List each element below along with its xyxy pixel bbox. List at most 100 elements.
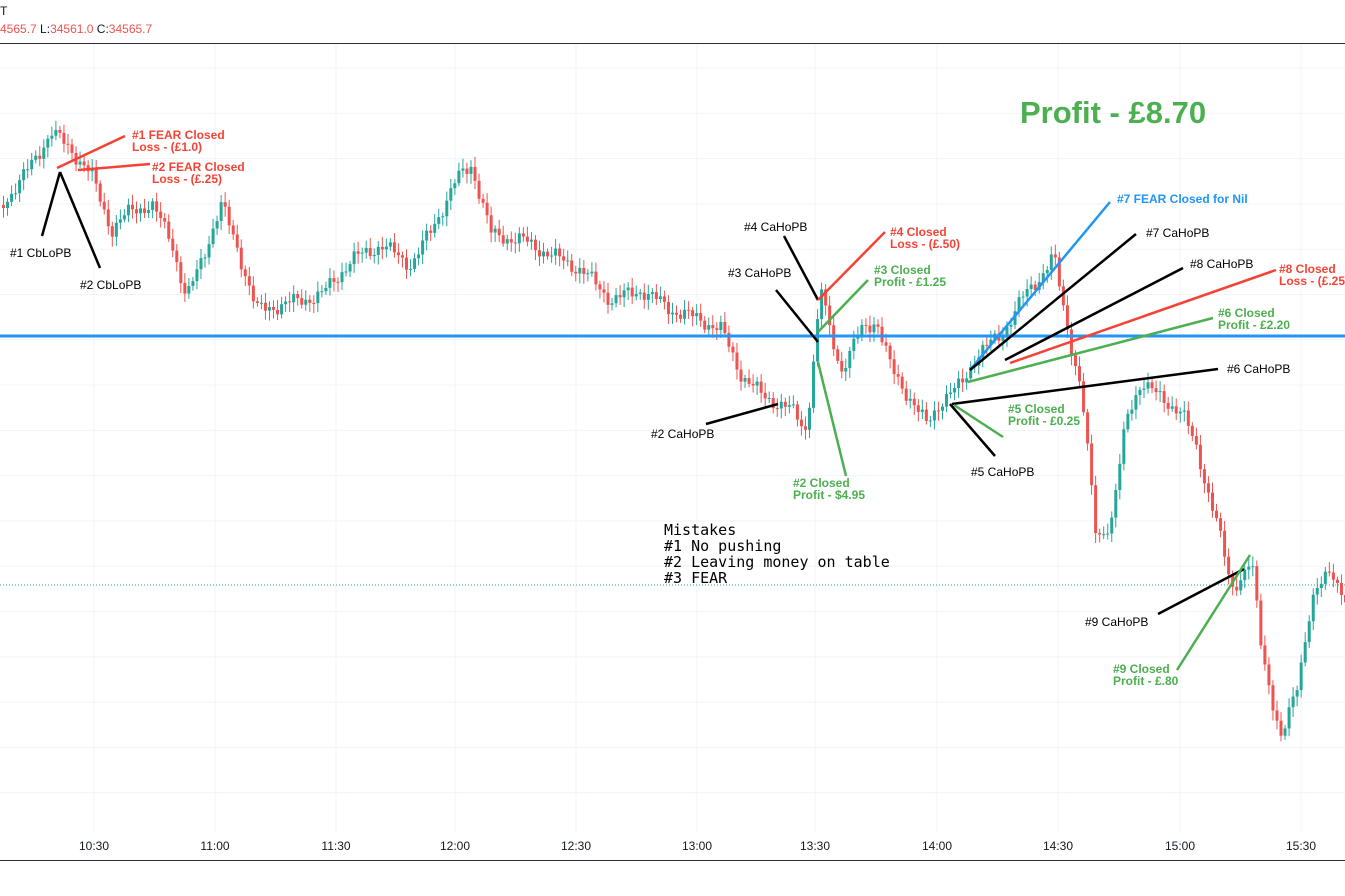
candle	[1098, 528, 1102, 543]
cahopb3-line[interactable]	[775, 289, 819, 343]
candle	[965, 371, 969, 390]
candle	[767, 391, 771, 404]
candle	[344, 262, 348, 277]
candle	[1086, 408, 1090, 451]
candle	[223, 192, 227, 217]
candle	[163, 213, 167, 229]
candle	[1162, 384, 1166, 413]
cblopb1-line[interactable]	[40, 171, 62, 237]
candle	[743, 374, 747, 389]
chart-grid	[0, 44, 1345, 832]
low-label: L:	[40, 22, 51, 36]
candle	[566, 250, 570, 267]
candle	[147, 201, 151, 218]
cahopb6-line[interactable]	[951, 367, 1219, 406]
candle	[1235, 577, 1239, 596]
annotation-label: #7 CaHoPB	[1146, 226, 1209, 240]
x-tick-label: 15:00	[1165, 839, 1195, 853]
candle	[1037, 272, 1041, 294]
fear1-line[interactable]	[56, 134, 126, 170]
x-tick-label: 10:30	[79, 839, 109, 853]
mistakes-line: #1 No pushing	[664, 537, 781, 555]
candle	[388, 238, 392, 252]
x-tick-label: 14:30	[1043, 839, 1073, 853]
annotation-label: #2 CaHoPB	[651, 427, 714, 441]
candle	[203, 253, 207, 268]
candle	[34, 150, 38, 164]
candlestick-chart[interactable]: #1 FEAR Closed Loss - (£1.0) #2 FEAR Close…	[0, 44, 1345, 896]
candle	[1174, 398, 1178, 421]
candle	[199, 248, 203, 280]
annotation-label: #6 CaHoPB	[1227, 362, 1290, 376]
x-tick-label: 11:30	[321, 839, 350, 853]
candle	[533, 235, 537, 261]
candle	[94, 160, 98, 192]
cahopb9-line[interactable]	[1157, 567, 1245, 616]
candle	[62, 124, 66, 153]
candle	[727, 325, 731, 353]
candle	[134, 201, 138, 224]
closed5-line[interactable]	[953, 403, 1004, 439]
candle	[594, 262, 598, 291]
closed6-line[interactable]	[967, 316, 1214, 384]
candle	[360, 247, 364, 263]
cblopb2-line[interactable]	[58, 171, 102, 269]
candle	[336, 277, 340, 292]
mistakes-line: Mistakes	[664, 521, 736, 539]
closed8-line[interactable]	[1009, 268, 1277, 365]
x-tick-label: 12:00	[440, 839, 470, 853]
cahopb7-line[interactable]	[969, 233, 1137, 371]
candle	[1223, 520, 1227, 566]
candle	[828, 295, 832, 335]
candle	[691, 306, 695, 327]
candle	[574, 265, 578, 282]
candle	[292, 285, 296, 312]
cahopb5-line[interactable]	[949, 403, 996, 457]
candle	[445, 191, 449, 227]
candle	[844, 358, 848, 381]
candle	[1041, 263, 1045, 290]
fear2-line[interactable]	[77, 162, 151, 172]
candle	[969, 361, 973, 383]
candle	[1331, 563, 1335, 588]
close-value: 34565.7	[108, 22, 153, 36]
cahopb8-line[interactable]	[1004, 266, 1184, 362]
candle	[957, 371, 961, 398]
annotation-label: #8 CaHoPB	[1190, 257, 1253, 271]
candle	[485, 193, 489, 224]
candle	[288, 291, 292, 313]
candle	[622, 283, 626, 308]
candle	[441, 212, 445, 226]
candle	[1263, 635, 1267, 671]
candle	[1118, 453, 1122, 500]
candle	[300, 289, 304, 309]
closed9-line[interactable]	[1175, 554, 1252, 671]
candle	[247, 267, 251, 296]
x-tick-label: 13:00	[682, 839, 712, 853]
candle	[1315, 578, 1319, 605]
candle	[848, 346, 852, 378]
candle	[139, 203, 143, 222]
candle	[151, 198, 155, 219]
candle	[481, 193, 485, 208]
candle	[1065, 295, 1069, 339]
fear7-line[interactable]	[969, 201, 1111, 371]
x-tick-label: 13:30	[800, 839, 830, 853]
cahopb4-line[interactable]	[782, 235, 820, 301]
cahopb2-line[interactable]	[705, 402, 779, 426]
candle	[1319, 576, 1323, 597]
candle	[880, 317, 884, 346]
closed3-line[interactable]	[817, 279, 869, 333]
candle	[272, 300, 276, 319]
candle	[658, 286, 662, 303]
candle	[400, 251, 404, 268]
candle	[570, 253, 574, 277]
closed4-line[interactable]	[817, 231, 886, 301]
candle	[1271, 680, 1275, 721]
candle	[1299, 654, 1303, 698]
candle	[783, 397, 787, 417]
candle	[779, 393, 783, 419]
candle	[610, 297, 614, 311]
closed2-line[interactable]	[816, 361, 848, 477]
candle	[497, 219, 501, 243]
